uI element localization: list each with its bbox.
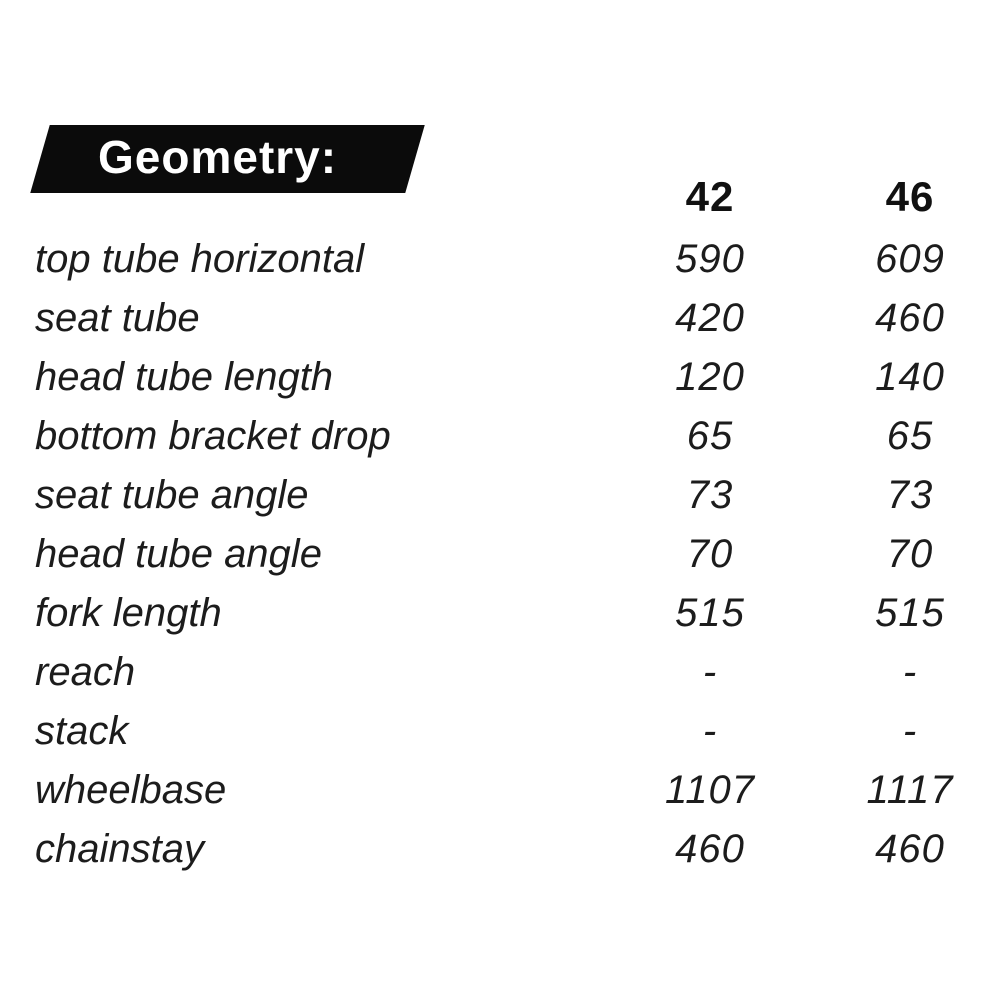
table-row: reach - -	[35, 643, 1000, 702]
row-label: seat tube	[35, 296, 200, 340]
row-label: stack	[35, 709, 129, 753]
row-label: chainstay	[35, 827, 204, 871]
table-row: seat tube 420 460	[35, 289, 1000, 348]
row-value-42: 515	[675, 591, 745, 635]
row-value-42: 70	[686, 532, 734, 576]
table-row: chainstay 460 460	[35, 820, 1000, 879]
row-value-42: -	[702, 709, 718, 753]
row-value-42: -	[702, 650, 718, 694]
row-label: top tube horizontal	[35, 237, 365, 281]
row-label: reach	[35, 650, 136, 694]
row-label: bottom bracket drop	[35, 414, 391, 458]
table-row: fork length 515 515	[35, 584, 1000, 643]
row-value-42: 420	[675, 296, 745, 340]
row-value-46: 1117	[866, 768, 954, 812]
row-value-46: -	[902, 650, 918, 694]
table-row: head tube angle 70 70	[35, 525, 1000, 584]
row-value-42: 73	[686, 473, 734, 517]
row-label: wheelbase	[35, 768, 227, 812]
row-value-46: 70	[886, 532, 934, 576]
row-value-46: 140	[875, 355, 945, 399]
table-header-row: 42 46	[35, 164, 1000, 230]
table-row: top tube horizontal 590 609	[35, 230, 1000, 289]
page-title: Geometry:	[98, 130, 338, 183]
table-row: wheelbase 1107 1117	[35, 761, 1000, 820]
row-label: head tube length	[35, 355, 334, 399]
row-value-46: 73	[886, 473, 934, 517]
row-value-46: 460	[875, 296, 945, 340]
row-value-46: -	[902, 709, 918, 753]
row-label: head tube angle	[35, 532, 322, 576]
row-value-42: 460	[675, 827, 745, 871]
row-value-42: 590	[675, 237, 745, 281]
table-row: bottom bracket drop 65 65	[35, 407, 1000, 466]
table-row: seat tube angle 73 73	[35, 466, 1000, 525]
geometry-table: 42 46 top tube horizontal 590 609 seat t…	[35, 164, 1000, 879]
row-value-46: 65	[886, 414, 934, 458]
table-row: stack - -	[35, 702, 1000, 761]
row-value-46: 460	[875, 827, 945, 871]
row-value-42: 65	[686, 414, 734, 458]
column-header-size-42: 42	[685, 173, 735, 220]
row-value-42: 120	[675, 355, 745, 399]
row-label: fork length	[35, 591, 222, 635]
row-value-46: 515	[875, 591, 945, 635]
table-row: head tube length 120 140	[35, 348, 1000, 407]
geometry-banner: Geometry:	[30, 125, 425, 193]
row-label: seat tube angle	[35, 473, 309, 517]
row-value-46: 609	[875, 237, 945, 281]
row-value-42: 1107	[664, 768, 755, 812]
column-header-size-46: 46	[885, 173, 935, 220]
